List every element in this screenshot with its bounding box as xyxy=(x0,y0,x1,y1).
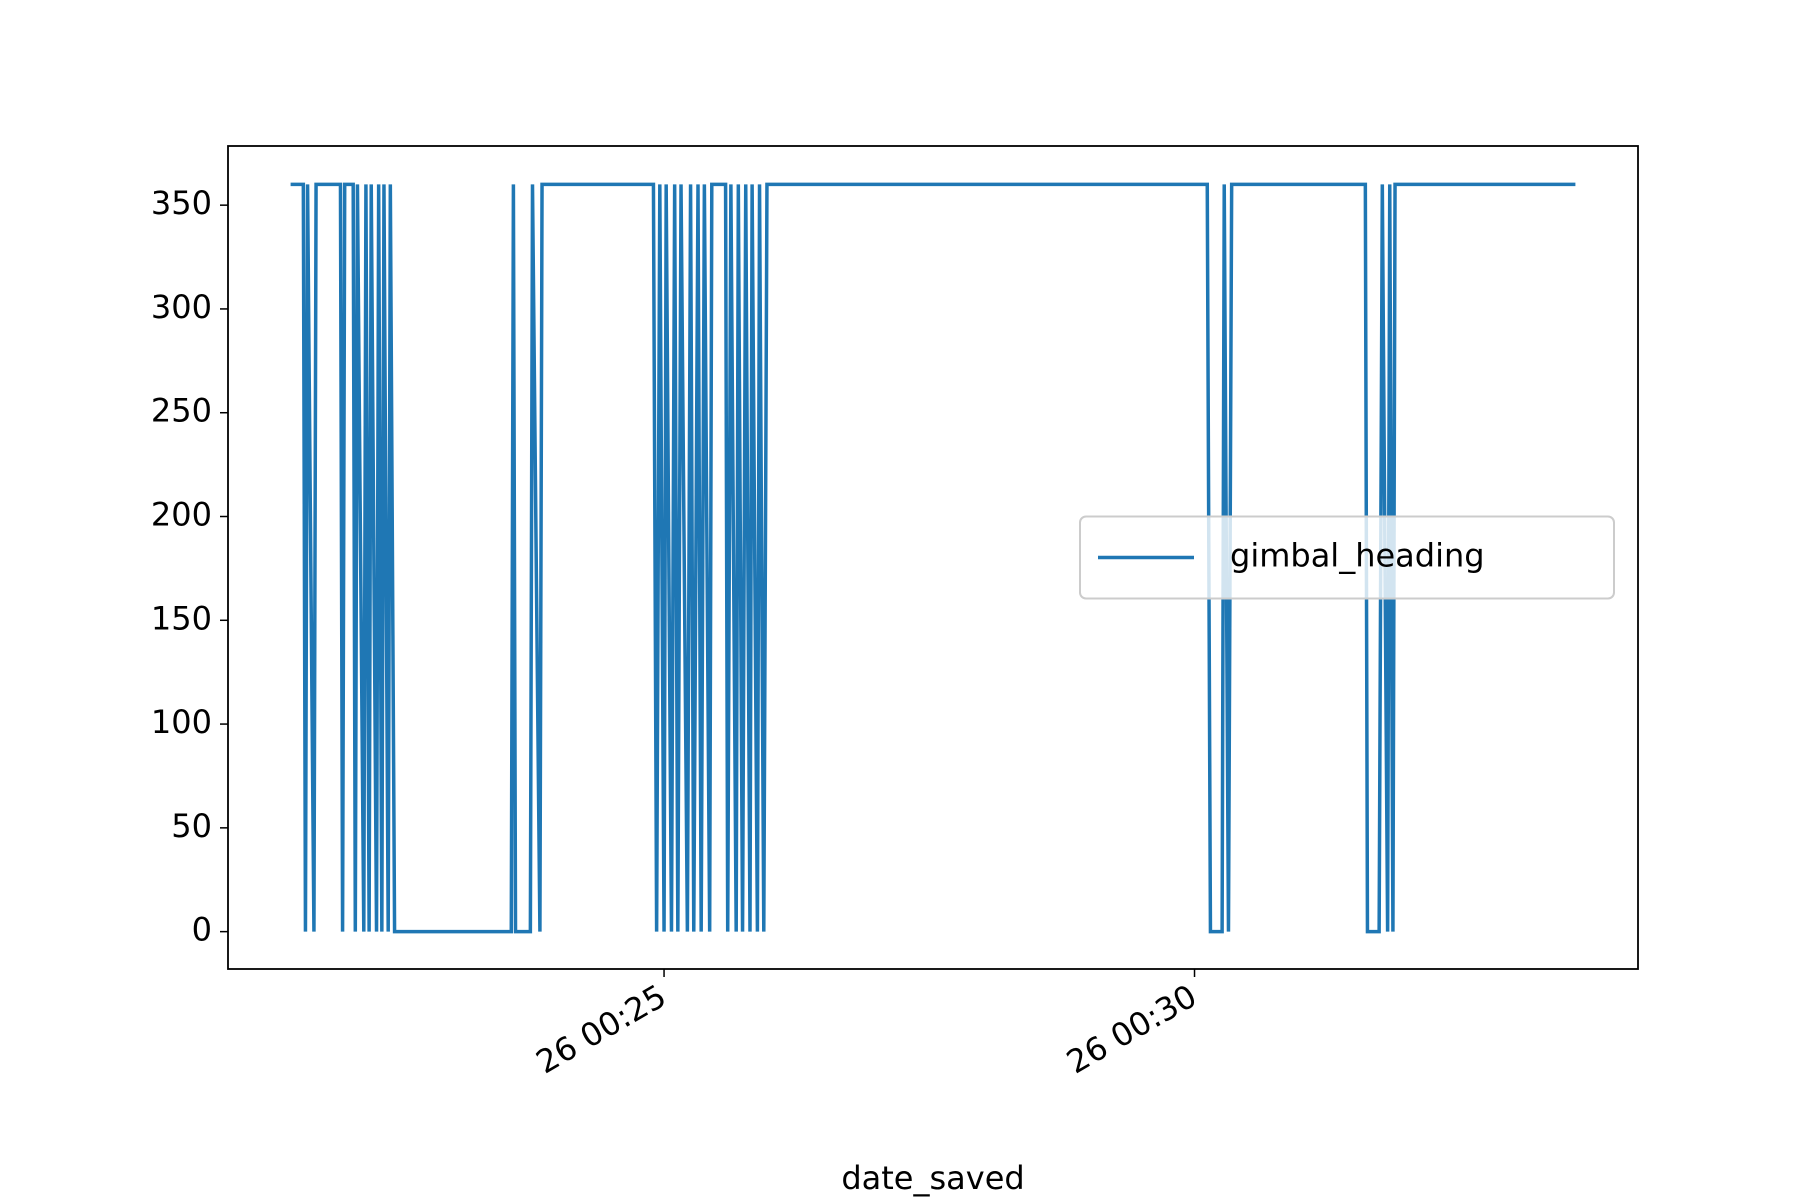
y-tick-label: 150 xyxy=(151,599,212,637)
legend-label: gimbal_heading xyxy=(1230,537,1485,575)
y-tick-label: 50 xyxy=(171,807,212,845)
legend-box xyxy=(1079,515,1615,600)
plot-frame xyxy=(227,145,1639,970)
x-tick-label: 26 00:25 xyxy=(530,977,673,1081)
y-tick-label: 300 xyxy=(151,288,212,326)
y-tick-label: 250 xyxy=(151,392,212,430)
x-axis-label: date_saved xyxy=(841,1159,1024,1197)
x-tick-label: 26 00:30 xyxy=(1060,977,1203,1081)
y-tick-label: 0 xyxy=(192,911,212,949)
y-tick-label: 350 xyxy=(151,184,212,222)
y-tick-label: 200 xyxy=(151,496,212,534)
y-tick-label: 100 xyxy=(151,703,212,741)
data-line xyxy=(290,182,1576,934)
